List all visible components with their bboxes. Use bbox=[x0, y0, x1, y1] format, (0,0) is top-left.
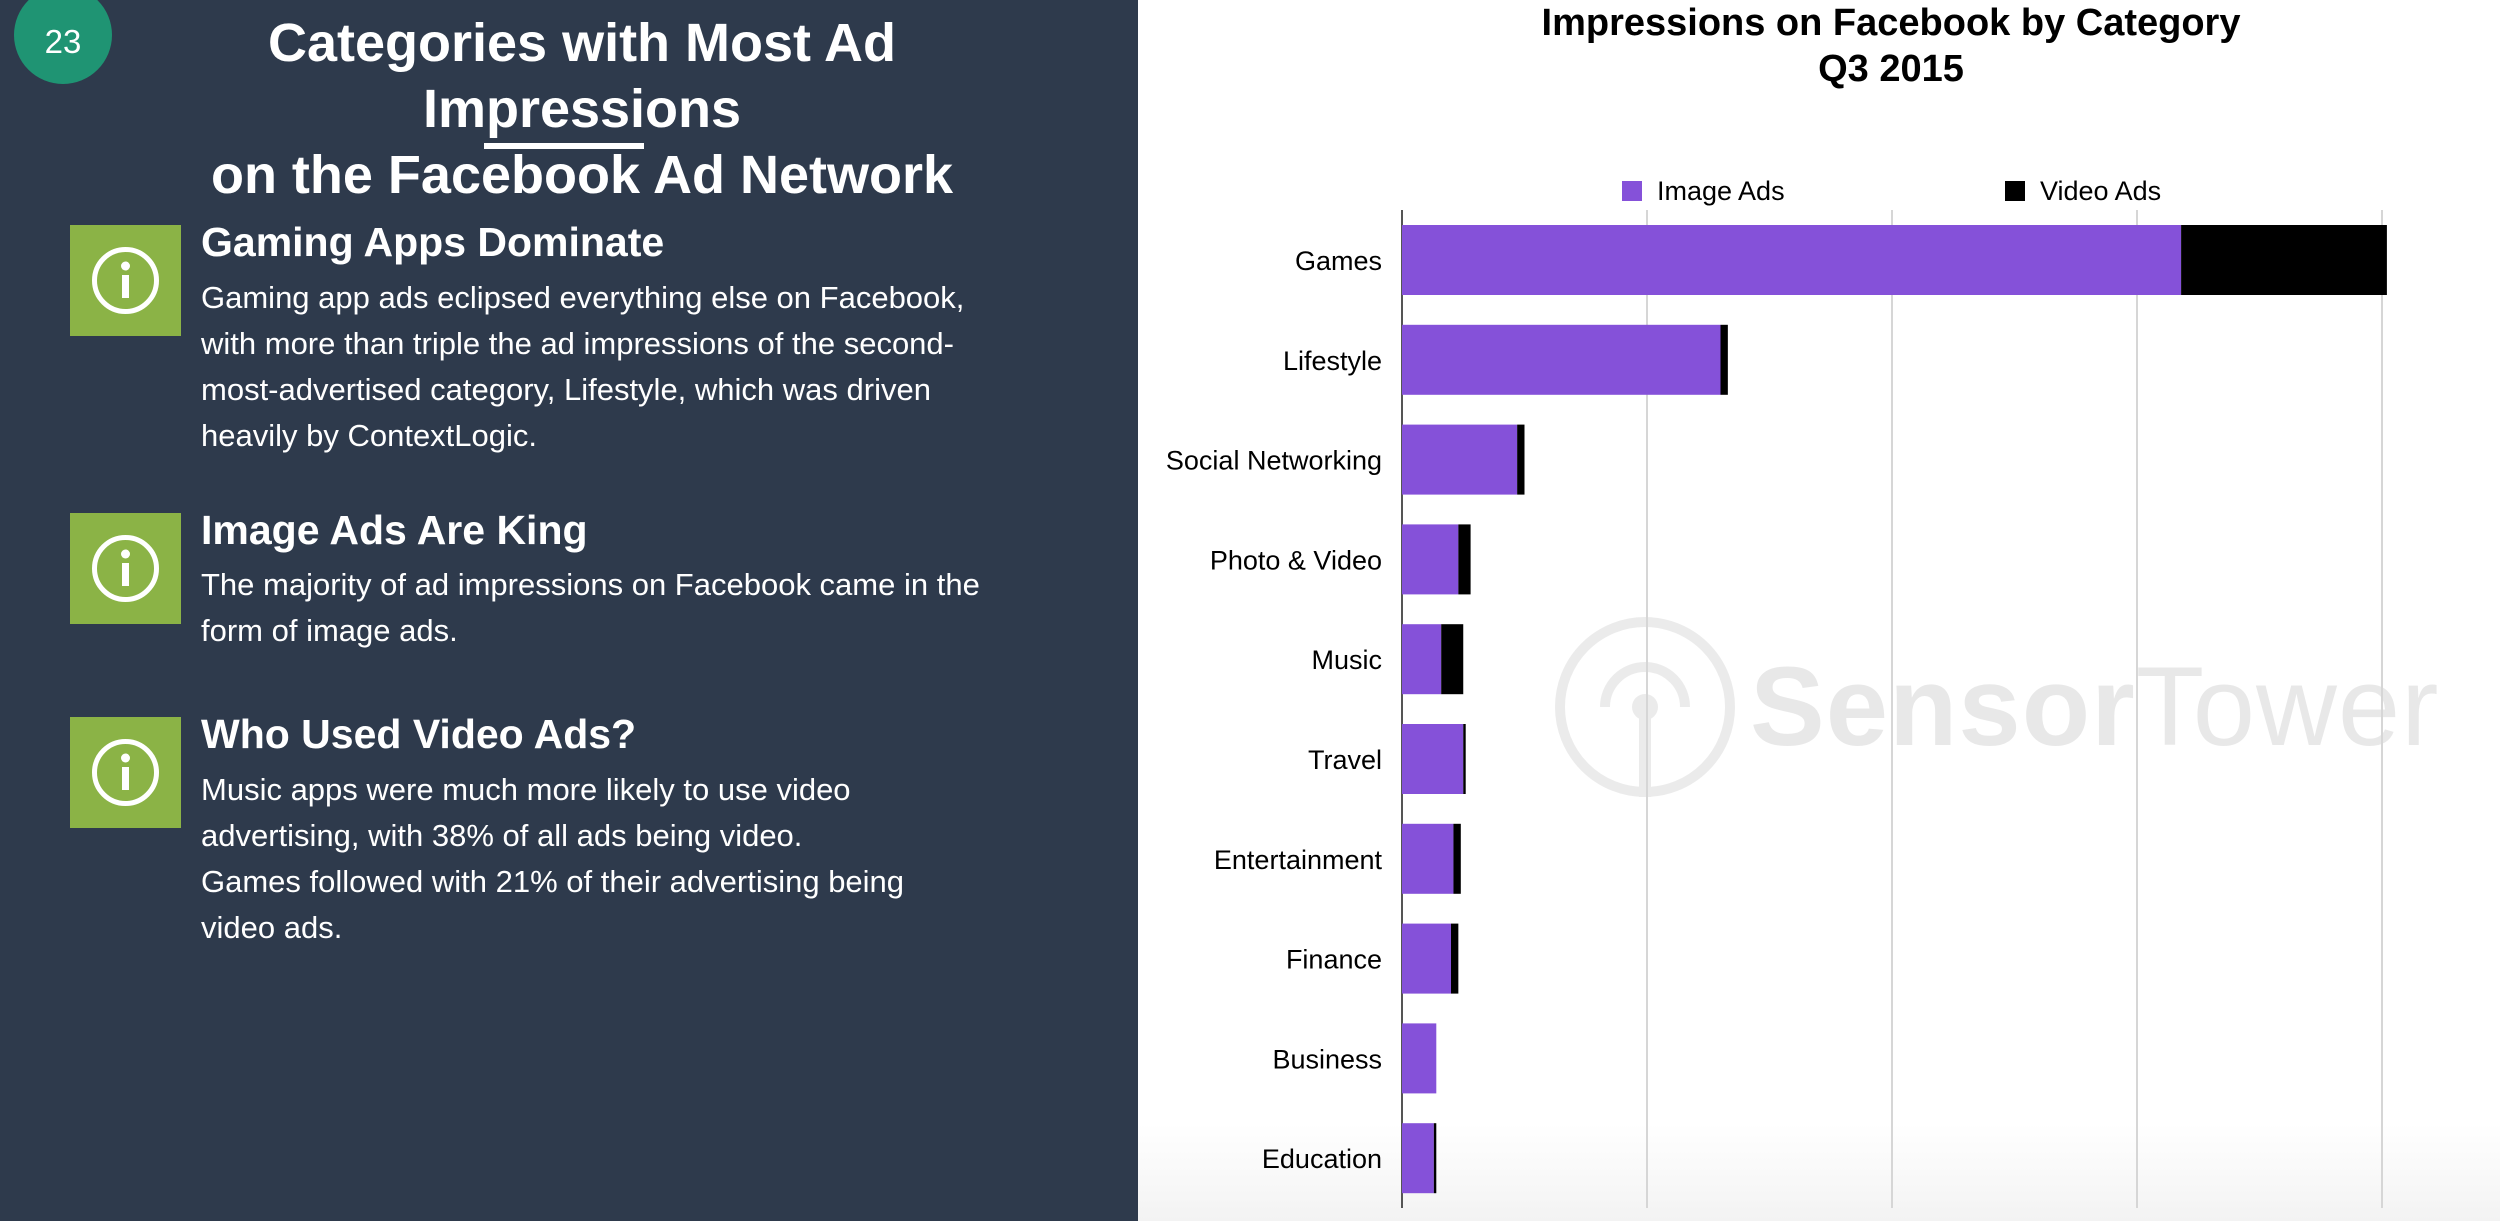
bar-image-ads bbox=[1402, 923, 1451, 994]
insight-body-gaming: Gaming app ads eclipsed everything else … bbox=[201, 280, 965, 453]
page-number-badge: 23 bbox=[14, 0, 112, 84]
legend-swatch bbox=[1622, 181, 1642, 201]
bar-image-ads bbox=[1402, 524, 1459, 595]
category-label: Travel bbox=[1308, 745, 1382, 775]
bar-video-ads bbox=[1451, 923, 1459, 994]
legend-label: Image Ads bbox=[1657, 176, 1785, 206]
bar-image-ads bbox=[1402, 324, 1721, 395]
legend-swatch bbox=[2005, 181, 2025, 201]
category-label: Business bbox=[1272, 1044, 1382, 1074]
bar-image-ads bbox=[1402, 624, 1442, 695]
bar-video-ads bbox=[2181, 225, 2387, 295]
bar-video-ads bbox=[1463, 724, 1466, 794]
bar-video-ads bbox=[1517, 424, 1525, 495]
chart-title-line-1: Impressions on Facebook by Category bbox=[1541, 2, 2241, 44]
page-title: Categories with Most Ad Impressions on t… bbox=[112, 10, 1052, 208]
bar-image-ads bbox=[1402, 823, 1454, 894]
bar-chart: Image Ads Video Ads Games Lifestyle Social N… bbox=[1166, 176, 2387, 1208]
bar-image-ads bbox=[1402, 1123, 1434, 1194]
bar-video-ads bbox=[1720, 324, 1728, 395]
bar-video-ads bbox=[1433, 1123, 1437, 1194]
insight-body-video-ads: Music apps were much more likely to use … bbox=[201, 772, 905, 945]
legend-label: Video Ads bbox=[2040, 176, 2161, 206]
bar-video-ads bbox=[1441, 624, 1464, 695]
category-label: Music bbox=[1311, 645, 1382, 675]
chart-title-line-2: Q3 2015 bbox=[1818, 48, 1964, 90]
bar-image-ads bbox=[1402, 424, 1518, 495]
watermark-text: SensorTower bbox=[1750, 642, 2439, 772]
category-label: Entertainment bbox=[1214, 845, 1383, 875]
category-label: Education bbox=[1262, 1144, 1382, 1174]
category-label: Finance bbox=[1286, 945, 1382, 975]
info-icon bbox=[70, 513, 181, 624]
info-icon bbox=[70, 717, 181, 828]
page-title-line-1: Categories with Most Ad Impressions bbox=[267, 13, 897, 139]
page-number: 23 bbox=[44, 23, 82, 60]
chart-title: Impressions on Facebook by Category Q3 2… bbox=[1378, 0, 2404, 92]
page-title-line-2: on the Facebook Ad Network bbox=[210, 145, 954, 205]
bar-video-ads bbox=[1453, 823, 1461, 894]
chart-panel bbox=[1138, 0, 2500, 1221]
bar-video-ads bbox=[1458, 524, 1471, 595]
category-label: Social Networking bbox=[1166, 446, 1382, 476]
insight-heading-video-ads: Who Used Video Ads? bbox=[201, 711, 637, 757]
insight-heading-gaming: Gaming Apps Dominate bbox=[201, 219, 665, 265]
category-label: Games bbox=[1295, 246, 1382, 276]
category-label: Lifestyle bbox=[1283, 346, 1382, 376]
insight-body-image-ads: The majority of ad impressions on Facebo… bbox=[201, 567, 980, 648]
watermark-brand-bold: Sensor bbox=[1750, 644, 2136, 769]
info-panel: 23 Categories with Most Ad Impressions o… bbox=[0, 0, 1138, 1221]
info-icon bbox=[70, 225, 181, 336]
bar-image-ads bbox=[1402, 1023, 1437, 1094]
category-label: Photo & Video bbox=[1210, 545, 1382, 575]
watermark-brand-light: Tower bbox=[2135, 644, 2440, 769]
bar-image-ads bbox=[1402, 724, 1464, 794]
bar-image-ads bbox=[1402, 225, 2182, 295]
title-underline bbox=[484, 143, 644, 149]
insight-heading-image-ads: Image Ads Are King bbox=[201, 507, 588, 553]
